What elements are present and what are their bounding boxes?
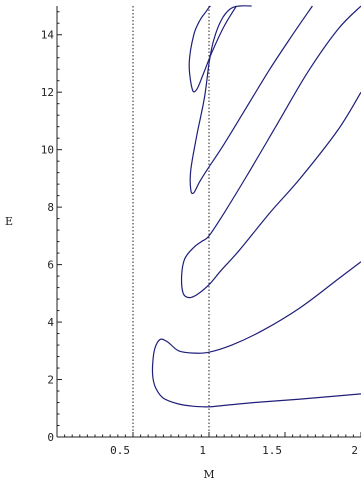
x-tick-label: 1.5 [262, 444, 282, 457]
y-tick-label: 10 [41, 144, 54, 157]
y-tick-label: 12 [41, 86, 54, 99]
y-tick-label: 8 [47, 201, 54, 214]
series-line [180, 5, 361, 299]
x-tick-label: 2 [351, 444, 358, 457]
series-line [189, 5, 313, 195]
y-tick-label: 2 [47, 374, 54, 387]
ticks: 0 2 4 6 8 10 12 14 0.5 1 1.5 2 [41, 11, 361, 457]
y-tick-label: 0 [47, 431, 54, 444]
series-line [151, 261, 361, 408]
y-axis-label: E [5, 215, 13, 228]
y-tick-label: 6 [47, 259, 54, 272]
x-axis-label: M [203, 468, 214, 481]
y-tick-label: 4 [47, 316, 54, 329]
plot-curves [151, 5, 361, 408]
series-line [188, 5, 237, 93]
x-tick-label: 0.5 [110, 444, 130, 457]
x-tick-label: 1 [199, 444, 206, 457]
y-tick-label: 14 [41, 29, 55, 42]
